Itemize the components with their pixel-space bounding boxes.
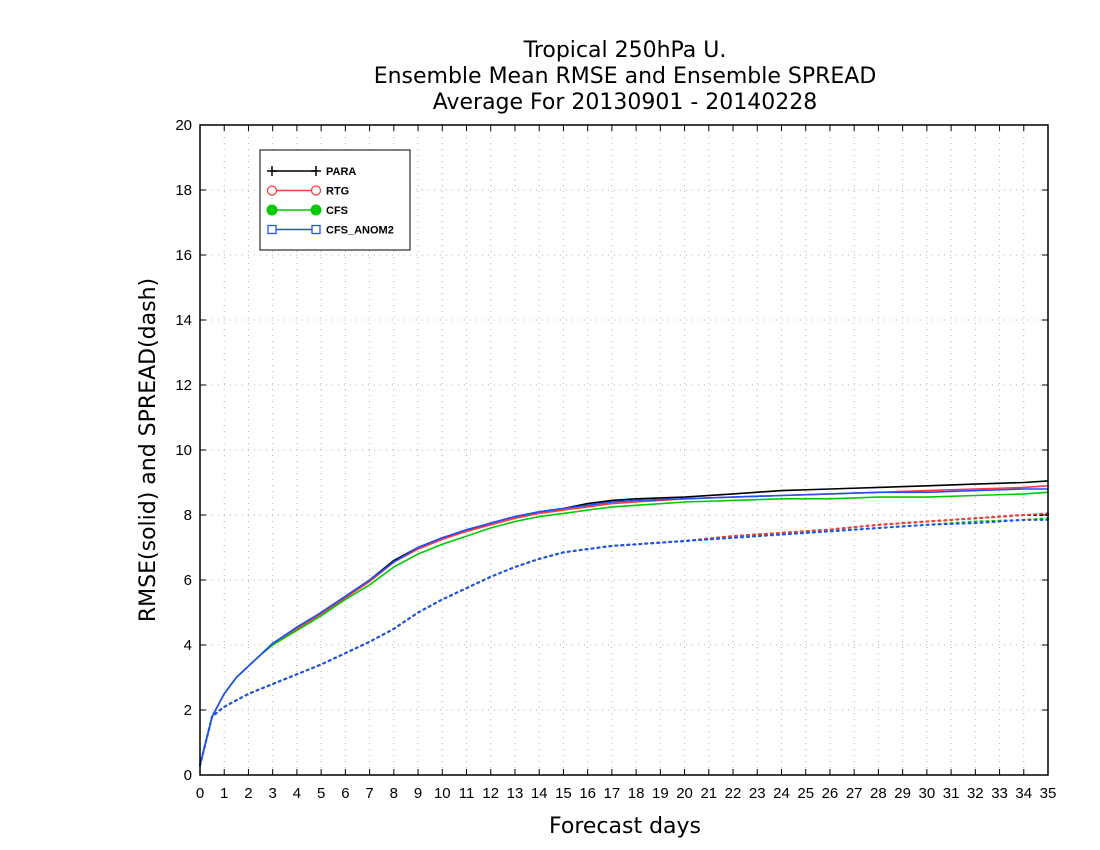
x-tick-label-13: 13 [507, 785, 524, 802]
rmse-line-para [199, 480, 1049, 766]
x-tick-label-0: 0 [196, 785, 204, 802]
x-tick-label-26: 26 [822, 785, 839, 802]
series-layer [199, 480, 1049, 767]
legend-label-cfs: CFS [326, 205, 348, 217]
legend-marker-rtg-0 [266, 185, 278, 196]
x-tick-label-6: 6 [341, 785, 349, 802]
legend-label-para: PARA [326, 166, 356, 178]
spread-line-rtg [199, 512, 1049, 767]
x-tick-label-33: 33 [991, 785, 1008, 802]
x-tick-label-5: 5 [317, 785, 325, 802]
x-tick-label-31: 31 [943, 785, 960, 802]
x-tick-label-23: 23 [749, 785, 766, 802]
x-tick-label-3: 3 [269, 785, 277, 802]
y-tick-label-8: 8 [184, 507, 192, 524]
rmse-line-cfs-anom2 [199, 488, 1048, 766]
spread-line-cfs [199, 517, 1049, 767]
legend-marker-rtg-1 [310, 185, 322, 196]
y-tick-label-0: 0 [184, 767, 192, 784]
x-tick-label-19: 19 [652, 785, 669, 802]
x-axis-label: Forecast days [549, 814, 701, 839]
legend-marker-cfs-anom2-1 [311, 224, 321, 235]
x-tick-label-15: 15 [555, 785, 572, 802]
x-tick-label-18: 18 [628, 785, 645, 802]
y-tick-label-6: 6 [184, 572, 192, 589]
x-tick-label-25: 25 [797, 785, 814, 802]
x-tick-label-14: 14 [531, 785, 548, 802]
x-tick-label-9: 9 [414, 785, 422, 802]
chart-title: Tropical 250hPa U. Ensemble Mean RMSE an… [374, 38, 877, 115]
x-tick-label-10: 10 [434, 785, 451, 802]
legend-marker-cfs-0 [266, 204, 278, 216]
x-tick-label-28: 28 [870, 785, 887, 802]
x-tick-label-2: 2 [244, 785, 252, 802]
legend-label-rtg: RTG [326, 186, 349, 198]
legend-marker-para-1 [311, 166, 321, 176]
legend-marker-cfs-anom2-0 [267, 224, 277, 235]
x-tick-label-30: 30 [919, 785, 936, 802]
x-tick-label-22: 22 [725, 785, 742, 802]
tick-layer: 0 1 2 3 4 5 6 7 8 9 10 11 12 13 14 15 16 17 18 19 20 21 22 23 24… [175, 117, 1056, 802]
y-tick-label-4: 4 [184, 637, 192, 654]
x-tick-label-1: 1 [220, 785, 228, 802]
y-tick-label-12: 12 [175, 377, 192, 394]
x-tick-label-7: 7 [365, 785, 373, 802]
x-tick-label-17: 17 [604, 785, 621, 802]
rmse-line-rtg [199, 485, 1049, 766]
x-tick-label-32: 32 [967, 785, 984, 802]
x-tick-label-35: 35 [1040, 785, 1057, 802]
x-tick-label-8: 8 [390, 785, 398, 802]
y-tick-label-14: 14 [175, 312, 192, 329]
x-tick-label-20: 20 [676, 785, 693, 802]
x-tick-label-27: 27 [846, 785, 863, 802]
x-tick-label-12: 12 [482, 785, 499, 802]
y-tick-label-20: 20 [175, 117, 192, 134]
y-tick-label-18: 18 [175, 182, 192, 199]
y-tick-label-16: 16 [175, 247, 192, 264]
x-tick-label-4: 4 [293, 785, 301, 802]
y-tick-label-10: 10 [175, 442, 192, 459]
chart-title-line-3: Average For 20130901 - 20140228 [433, 90, 818, 115]
chart-title-line-1: Tropical 250hPa U. [523, 38, 727, 63]
legend-box [259, 149, 411, 251]
rmse-line-cfs [199, 491, 1049, 766]
spread-line-para [199, 514, 1049, 767]
chart-title-line-2: Ensemble Mean RMSE and Ensemble SPREAD [374, 64, 877, 89]
legend-marker-cfs-1 [310, 204, 322, 216]
y-axis-label: RMSE(solid) and SPREAD(dash) [136, 278, 161, 622]
y-tick-label-2: 2 [184, 702, 192, 719]
x-tick-label-11: 11 [459, 785, 475, 802]
legend: PARA RTG CFS CFS_ANOM2 [259, 149, 411, 251]
x-tick-label-16: 16 [579, 785, 596, 802]
grid-layer [200, 125, 1048, 775]
x-tick-label-34: 34 [1015, 785, 1032, 802]
x-tick-label-24: 24 [773, 785, 790, 802]
legend-label-cfs-anom2: CFS_ANOM2 [326, 225, 394, 237]
legend-marker-para-0 [267, 166, 277, 176]
x-tick-label-21: 21 [700, 785, 717, 802]
x-tick-label-29: 29 [894, 785, 911, 802]
spread-line-cfs-anom2 [199, 518, 1049, 767]
